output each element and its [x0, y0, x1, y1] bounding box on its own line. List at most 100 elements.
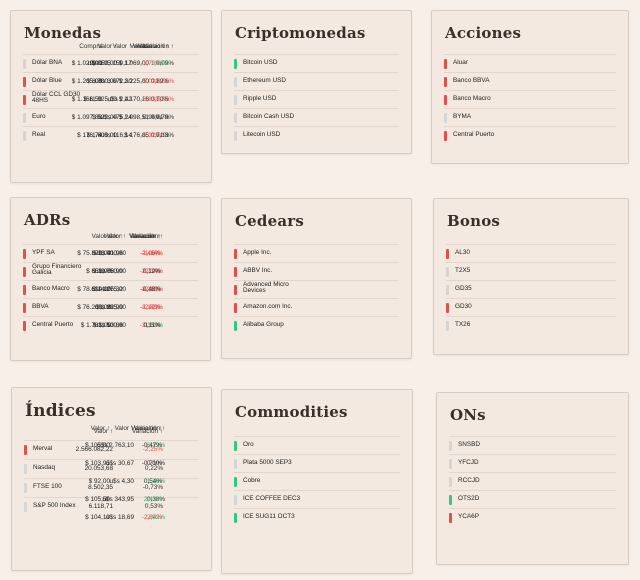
table-row[interactable]: Apple Inc. $ 13.000,00 -1,14% — [92, 244, 399, 262]
instrument-name: BBVA — [32, 303, 49, 310]
column-header[interactable]: Venta — [132, 43, 149, 50]
table-row[interactable]: ICE SUG11 OCT3 u$s 18,69 2,92% — [106, 508, 400, 526]
price-value: u$s 2.763,10 — [97, 442, 134, 449]
price-value: u$s 116,14 — [100, 132, 132, 139]
column-header[interactable]: Variación ↑ — [131, 428, 163, 435]
table-row[interactable]: SNSBD $ 105,00 -0,47% — [85, 436, 616, 454]
trend-indicator — [234, 477, 237, 487]
ons-table-header: Valor ↑ Variación ↑ — [91, 425, 616, 435]
table-row[interactable]: Euro $ 1.097,88 $ 1.098,51 0,79% — [23, 108, 199, 126]
instrument-name: Dólar CCL GD30 48HS — [32, 91, 81, 105]
variation-value: 0,79% — [155, 114, 174, 121]
cedears-card: Cedears Valor ↑ Variación ↑ Apple Inc. $ 13.… — [92, 198, 412, 359]
table-row[interactable]: ICE COFFEE DEC3 u$s 343,95 0,38% — [102, 490, 400, 508]
column-header[interactable]: Valor ↑ — [112, 43, 132, 50]
table-row[interactable]: TX26 $ 1.781,00 0,11% — [81, 316, 616, 334]
variation-value: 1,16% — [146, 478, 165, 485]
table-row[interactable]: YFCJD $ 103,95 -0,71% — [85, 454, 616, 472]
instrument-name: Amazon.com Inc. — [243, 303, 293, 310]
column-header[interactable]: Variación ↑ — [137, 43, 169, 50]
table-row[interactable]: ABBV Inc. $ 19.750,00 -2,34% — [92, 262, 399, 280]
instrument-name: Cobre — [243, 477, 261, 484]
table-row[interactable]: YPF SA u$s 41,96 -2,46% — [23, 244, 198, 262]
column-header[interactable]: Valor ↑ — [90, 425, 110, 432]
table-row[interactable]: RCCJD $ 92,00 0,54% — [89, 472, 616, 490]
column-header[interactable]: Valor ↑ — [103, 233, 123, 240]
table-row[interactable]: BYMA $ 522,00 0,96% — [92, 108, 616, 126]
table-row[interactable]: Dólar BNA $ 1.029,00 $ 1.069,00 0,09% — [23, 54, 199, 72]
table-row[interactable]: Amazon.com Inc. $ 1.885,00 -2,83% — [96, 298, 399, 316]
trend-indicator — [23, 113, 26, 123]
table-row[interactable]: FTSE 100 8.502,35 -0,73% — [24, 478, 199, 497]
table-row[interactable]: Alibaba Group $ 11.500,00 1,32% — [93, 316, 399, 334]
table-row[interactable]: Grupo Financiero Galicia u$s 68,90 -2,77% — [23, 262, 198, 280]
instrument-name: YPF SA — [32, 249, 55, 256]
column-header[interactable]: Variación ↑ — [131, 233, 163, 240]
table-row[interactable]: Ethereum USD u$s 3.672,30 0,89% — [95, 72, 399, 90]
instrument-name: S&P 500 Index — [33, 502, 76, 509]
table-row[interactable]: Real $ 176,74 $ 176,85 0,13% — [23, 126, 199, 144]
table-row[interactable]: Litecoin USD u$s 116,14 0,71% — [101, 126, 399, 144]
price-value: $ 92,00 — [88, 478, 110, 485]
table-row[interactable]: Dólar CCL GD30 48HS $ 1.166,59 $ 1.170,16-… — [23, 90, 199, 108]
table-row[interactable]: BBVA u$s 22,90 -3,17% — [23, 298, 198, 316]
column-header[interactable]: Compra — [79, 43, 102, 50]
trend-indicator — [234, 267, 237, 277]
column-header[interactable]: Valor ↑ — [114, 425, 134, 432]
table-row[interactable]: Merval 2.566.082,22 -2,25% — [24, 440, 199, 459]
column-header[interactable]: Variación ↑ — [128, 233, 160, 240]
instrument-name: Aluar — [453, 59, 468, 66]
table-row[interactable]: GD35 $ 78.610,00 -0,48% — [77, 280, 616, 298]
table-row[interactable]: Advanced Micro Devices $ 14.275,00 -2,22% — [92, 280, 399, 298]
trend-indicator — [23, 249, 26, 259]
table-row[interactable]: Bitcoin USD u$s 105.150,17 1,96% — [88, 54, 399, 72]
instrument-name: SNSBD — [458, 441, 481, 448]
price-value: $ 11.925,00 — [83, 96, 117, 103]
table-row[interactable]: Banco Macro u$s 105,32 -3,16% — [23, 280, 198, 298]
table-row[interactable]: Oro u$s 2.763,10 6,19% — [97, 436, 400, 454]
ons-title: ONs — [450, 406, 486, 424]
instrument-name: Banco Macro — [32, 285, 70, 292]
table-row[interactable]: Banco BBVA $ 8.700,00 -5,02% — [87, 72, 616, 90]
column-header[interactable]: Variación ↑ — [129, 43, 161, 50]
column-header[interactable]: Valor ↑ — [106, 233, 126, 240]
table-row[interactable]: Cobre u$s 4,30 1,16% — [109, 472, 400, 490]
column-header[interactable]: Valor ↑ — [91, 233, 111, 240]
trend-indicator — [446, 267, 449, 277]
price-value: $ 1.600,00 — [86, 132, 117, 139]
table-row[interactable]: OTS2D $ 105,50 2,42% — [85, 490, 616, 508]
bonos-table-header: Valor ↑ Variación ↑ — [92, 233, 616, 243]
price-value: $ 105,00 — [85, 442, 110, 449]
table-row[interactable]: AL30 $ 75.870,00 -1,06% — [77, 244, 616, 262]
column-header[interactable]: Variación ↑ — [133, 425, 165, 432]
table-row[interactable]: GD30 $ 76.200,00 -1,42% — [77, 298, 616, 316]
table-row[interactable]: Banco Macro $ 11.925,00 -6,83% — [84, 90, 616, 108]
column-header[interactable]: Variación ↑ — [129, 233, 161, 240]
column-header[interactable]: Valor ↑ — [97, 43, 117, 50]
variation-value: 0,11% — [143, 322, 161, 329]
price-value: u$s 13,86 — [94, 322, 123, 329]
table-row[interactable]: YCA6P $ 104,10 -2,84% — [85, 508, 616, 526]
table-row[interactable]: Central Puerto $ 1.600,00 -5,32% — [87, 126, 616, 144]
table-row[interactable]: Central Puerto u$s 13,86 -3,35% — [23, 316, 198, 334]
table-row[interactable]: S&P 500 Index 6.118,71 0,53% — [24, 497, 199, 516]
buy-value: $ 1.166,59 — [71, 96, 102, 103]
column-header[interactable]: Variación ↑ — [142, 43, 174, 50]
table-row[interactable]: Dólar Blue $ 1.205,00 $ 1.225,00 -1,21% — [23, 72, 199, 90]
table-row[interactable]: T2X5 $ 651,90 0,12% — [86, 262, 616, 280]
adrs-table-header: Valor ↑ Variación ↑ — [23, 233, 198, 243]
price-value: $ 1.098,51 — [118, 114, 149, 121]
column-header[interactable]: Variación ↑ — [130, 425, 162, 432]
table-row[interactable]: Aluar $ 850,00 -1,73% — [92, 54, 616, 72]
table-row[interactable]: Ripple USD u$s 2,42 0,70% — [107, 90, 399, 108]
table-row[interactable]: Plata 5000 SEP3 u$s 30,67 0,00% — [106, 454, 400, 472]
column-header[interactable]: Valor ↑ — [93, 428, 113, 435]
variation-value: 1,96% — [150, 60, 169, 67]
table-row[interactable]: Bitcoin Cash USD u$s 475,24 0,91% — [100, 108, 399, 126]
variation-value: -0,71% — [141, 460, 162, 467]
table-row[interactable]: Nasdaq 20.053,68 0,22% — [24, 459, 199, 478]
trend-indicator — [24, 464, 27, 474]
price-value: $ 78.610,00 — [77, 286, 111, 293]
commodities-title: Commodities — [235, 403, 348, 421]
variation-value: -1,21% — [153, 78, 174, 85]
